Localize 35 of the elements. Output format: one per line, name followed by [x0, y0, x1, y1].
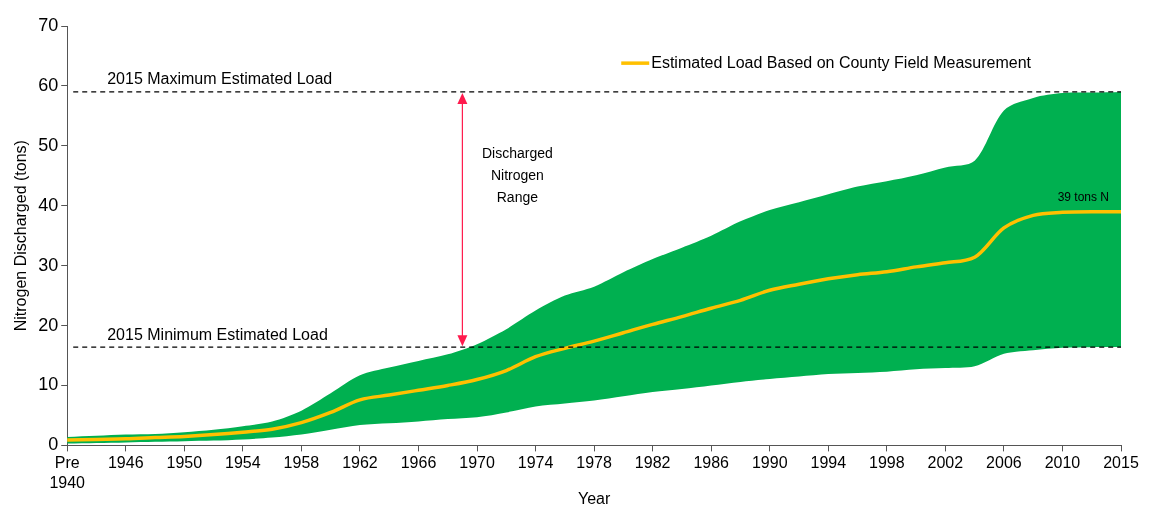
y-axis-title: Nitrogen Discharged (tons)	[12, 140, 30, 332]
x-tick-label: 1958	[283, 454, 320, 472]
legend-label: Estimated Load Based on County Field Measurement	[651, 53, 1032, 71]
x-axis-title: Year	[577, 489, 611, 507]
y-tick-label: 60	[38, 74, 59, 95]
x-tick-label: 1950	[166, 454, 203, 472]
x-tick-label: 1974	[517, 454, 554, 472]
x-tick-label: 2015	[1103, 454, 1139, 472]
x-tick-label: 1966	[400, 454, 437, 472]
x-tick-label: 1954	[225, 454, 261, 472]
x-tick-label: 1946	[107, 454, 144, 472]
ref-line-label: 2015 Minimum Estimated Load	[107, 325, 328, 343]
x-tick-label: 1982	[634, 454, 671, 472]
y-tick-label: 50	[38, 134, 59, 155]
x-tick-label: 2006	[986, 454, 1022, 472]
x-tick-label: 1962	[342, 454, 378, 472]
x-tick-label: 2002	[927, 454, 964, 472]
annotation: 39 tons N	[1057, 190, 1109, 205]
y-tick-label: 70	[38, 14, 59, 35]
x-tick-label: 1978	[576, 454, 613, 472]
y-tick-label: 40	[38, 194, 59, 215]
x-tick-label: 1990	[751, 454, 788, 472]
y-tick-label: 0	[48, 434, 59, 455]
y-tick-label: 10	[38, 374, 59, 395]
y-tick-label: 30	[38, 254, 59, 275]
x-tick-label: 1970	[459, 454, 495, 472]
x-tick-label: 1994	[810, 454, 847, 472]
x-tick-label: Pre 1940	[49, 454, 86, 491]
annotation: Discharged Nitrogen Range	[481, 144, 553, 205]
line-series	[65, 209, 1123, 442]
x-tick-label: 2010	[1044, 454, 1081, 472]
x-tick-label: 1986	[693, 454, 730, 472]
ref-line-label: 2015 Maximum Estimated Load	[107, 70, 333, 88]
x-tick-label: 1998	[869, 454, 905, 472]
y-tick-label: 20	[38, 314, 59, 335]
